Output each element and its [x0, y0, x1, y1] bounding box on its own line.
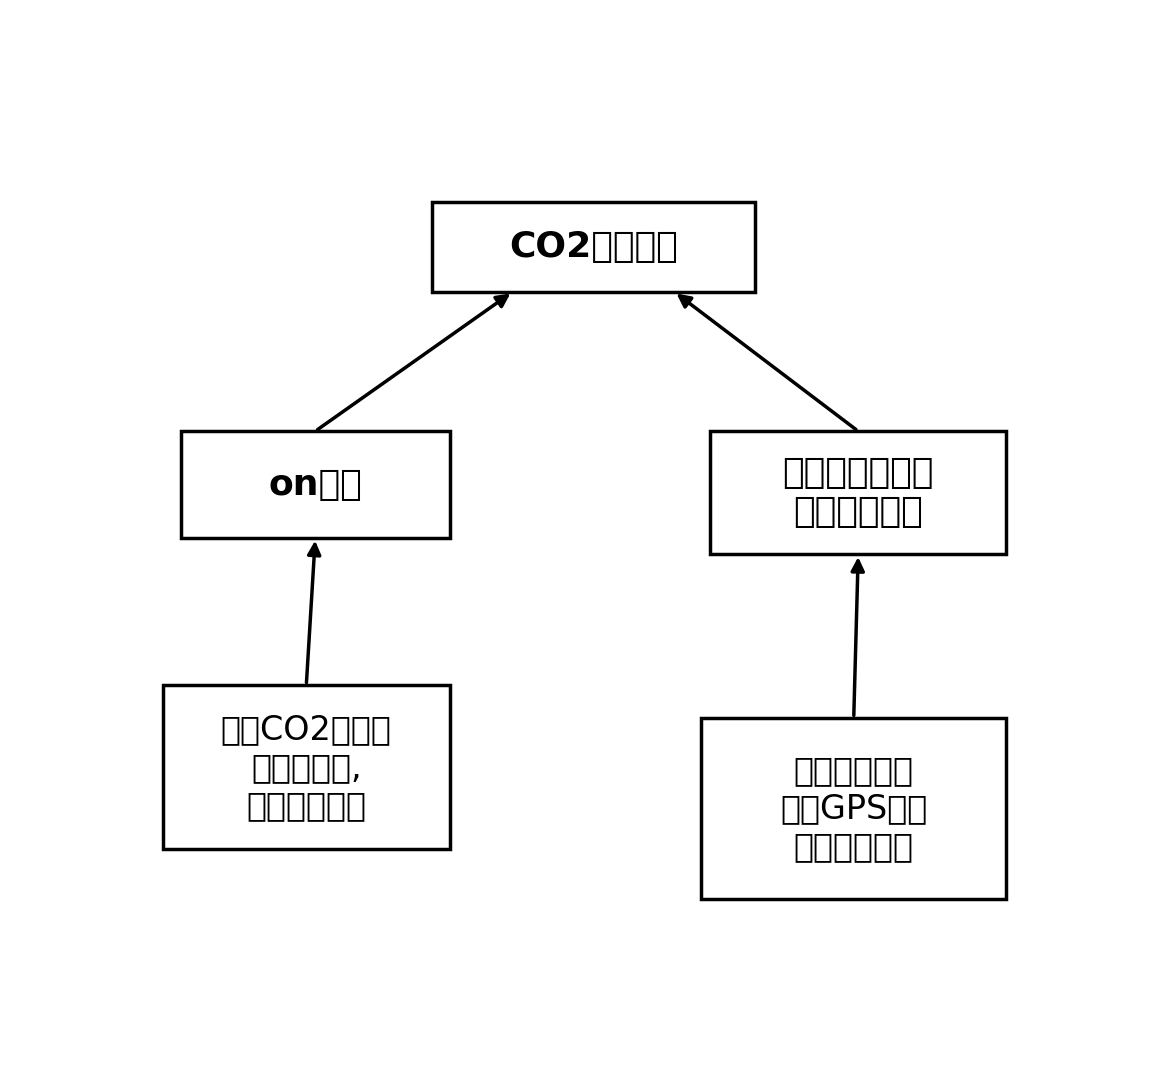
Text: on波长: on波长 [269, 468, 362, 502]
Text: 对比CO2和水汽
的吸收谱线,
结合低空权重: 对比CO2和水汽 的吸收谱线, 结合低空权重 [221, 712, 391, 822]
Bar [710, 431, 1006, 554]
Bar [181, 431, 449, 538]
Bar [162, 686, 449, 850]
Text: CO2反演模块: CO2反演模块 [510, 230, 677, 264]
Text: 气象数据和积分
路径进行集合: 气象数据和积分 路径进行集合 [783, 456, 933, 529]
Bar [701, 718, 1006, 899]
Bar [432, 201, 755, 292]
Text: 卫星运行时间
结合GPS定位
获得积分路径: 卫星运行时间 结合GPS定位 获得积分路径 [780, 754, 928, 863]
